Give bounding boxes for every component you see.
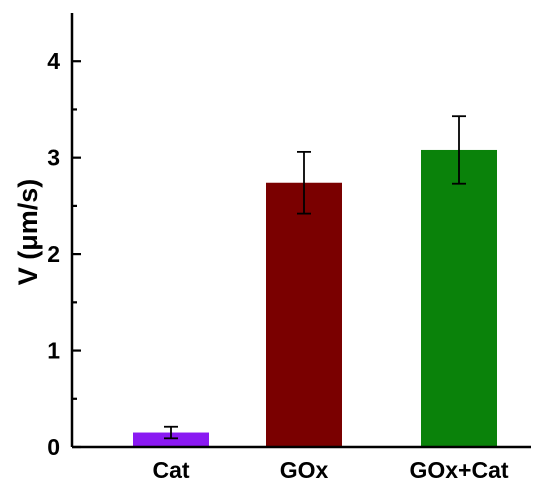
bars-group (133, 149, 497, 447)
y-tick-label: 1 (47, 338, 60, 364)
y-tick-label: 3 (47, 145, 60, 171)
error-bars-group (164, 115, 466, 440)
y-tick-label: 0 (47, 434, 60, 460)
axes-group (70, 13, 531, 449)
y-axis-title: V (μm/s) (13, 179, 43, 286)
x-tick-label: GOx (280, 457, 329, 482)
y-tick-label: 4 (47, 48, 60, 74)
x-tick-label: GOx+Cat (409, 457, 508, 482)
y-tick-label: 2 (47, 241, 60, 267)
bar-cat (133, 432, 209, 447)
x-labels-group: Cat GOx GOx+Cat (152, 457, 508, 482)
x-tick-label: Cat (152, 457, 189, 482)
bar-gox (266, 182, 342, 447)
y-ticks-group: 0 1 2 3 4 (47, 48, 81, 460)
bar-gox-cat (421, 149, 497, 447)
